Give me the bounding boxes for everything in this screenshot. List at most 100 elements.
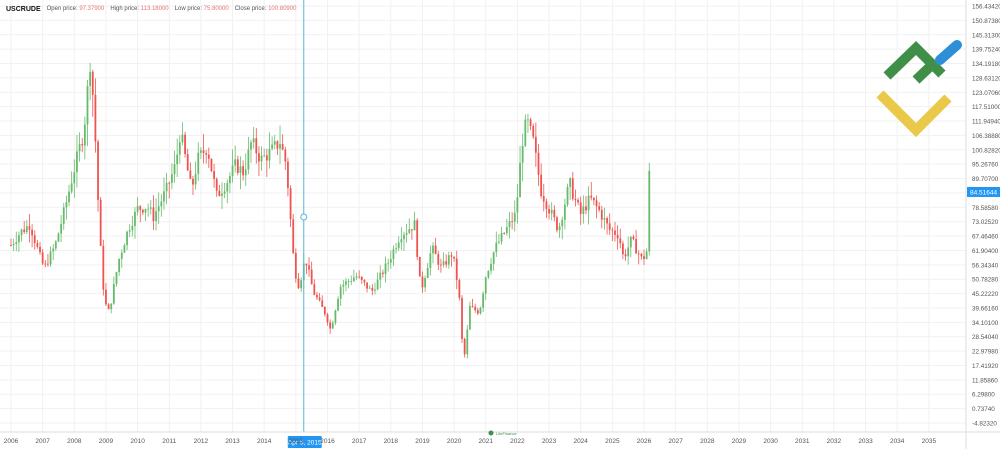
candle-body xyxy=(648,170,651,252)
close-value: 100.80900 xyxy=(268,6,297,12)
candle-body xyxy=(595,200,598,207)
crosshair-date-label: Apr 5, 2015 xyxy=(288,440,322,447)
candle-body xyxy=(163,191,165,202)
candle-body xyxy=(47,263,49,265)
candle-body xyxy=(505,227,508,234)
candle-body xyxy=(513,212,516,222)
candle-body xyxy=(297,278,300,289)
current-price-label: 84.51644 xyxy=(970,189,997,196)
candle-body xyxy=(371,287,374,291)
candle-body xyxy=(603,218,606,220)
candle-body xyxy=(215,178,218,191)
symbol-label[interactable]: USCRUDE xyxy=(6,5,41,13)
x-tick-label: 2011 xyxy=(162,438,176,445)
candle-body xyxy=(381,272,384,274)
candle-body xyxy=(334,310,337,323)
candle-body xyxy=(590,195,593,198)
candle-body xyxy=(392,249,395,260)
candle-body xyxy=(455,258,458,281)
candle-body xyxy=(387,262,390,264)
candle-body xyxy=(405,232,408,235)
candle-body xyxy=(292,219,295,254)
candle-body xyxy=(347,281,350,282)
candle-body xyxy=(474,306,477,311)
candle-body xyxy=(123,245,126,253)
candle-body xyxy=(147,208,150,210)
candle-body xyxy=(337,298,339,311)
candle-body xyxy=(176,154,179,165)
x-tick-label: 2025 xyxy=(605,438,620,445)
candle-body xyxy=(250,142,252,150)
candle-body xyxy=(128,230,131,232)
candle-body xyxy=(432,245,434,254)
candle-body xyxy=(218,190,221,196)
candle-body xyxy=(374,289,376,291)
y-tick-label: 11.85860 xyxy=(972,377,998,384)
candle-body xyxy=(86,85,89,125)
candle-body xyxy=(442,261,445,265)
candle-body xyxy=(487,270,490,278)
candle-body xyxy=(68,191,70,203)
candle-body xyxy=(44,263,47,265)
candle-body xyxy=(447,255,450,265)
candle-body xyxy=(152,207,155,222)
candle-body xyxy=(112,283,115,304)
candle-body xyxy=(271,144,274,149)
candle-body xyxy=(563,204,566,220)
candle-body xyxy=(558,226,561,231)
candle-body xyxy=(577,200,579,203)
candle-body xyxy=(94,94,97,142)
y-tick-label: 78.58580 xyxy=(972,205,999,212)
crosshair-marker xyxy=(300,213,308,221)
candle-body xyxy=(516,197,519,213)
y-tick-label: 17.41920 xyxy=(972,363,999,370)
candle-body xyxy=(115,272,118,284)
candle-body xyxy=(624,254,627,257)
crosshair-date-badge xyxy=(287,436,322,448)
candle-body xyxy=(91,71,94,95)
candle-body xyxy=(134,211,136,226)
candle-body xyxy=(614,230,616,235)
candle-body xyxy=(70,183,73,192)
candle-body xyxy=(155,211,157,222)
candle-body xyxy=(255,138,258,154)
candle-body xyxy=(168,182,171,184)
candle-body xyxy=(355,276,358,278)
candle-body xyxy=(239,166,242,173)
candle-body xyxy=(165,182,168,192)
candle-body xyxy=(421,276,424,288)
x-tick-label: 2034 xyxy=(890,438,905,445)
candle-body xyxy=(252,138,255,143)
candle-body xyxy=(450,255,453,257)
x-tick-label: 2018 xyxy=(384,438,399,445)
candle-body xyxy=(521,145,524,163)
y-tick-label: 67.46460 xyxy=(972,234,999,241)
candle-body xyxy=(39,246,41,253)
candle-body xyxy=(62,207,65,224)
candle-body xyxy=(15,242,18,245)
y-tick-label: 56.34340 xyxy=(972,262,999,269)
candle-body xyxy=(139,206,142,210)
candle-body xyxy=(186,154,189,171)
candle-body xyxy=(619,238,622,244)
x-tick-label: 2030 xyxy=(763,438,778,445)
y-tick-label: 100.82820 xyxy=(972,147,1000,154)
candle-body xyxy=(379,272,382,280)
current-price-badge xyxy=(967,186,1000,197)
candle-body xyxy=(479,307,482,314)
candle-body xyxy=(537,152,540,175)
x-tick-label: 2024 xyxy=(573,438,588,445)
open-label: Open price: xyxy=(46,6,78,12)
ohlc-header: USCRUDE Open price: 97.37900 High price:… xyxy=(6,3,296,15)
candle-body xyxy=(527,119,529,121)
candle-body xyxy=(52,248,55,252)
y-tick-label: 95.26760 xyxy=(972,162,999,169)
candle-body xyxy=(440,264,442,266)
x-tick-label: 2028 xyxy=(700,438,715,445)
x-tick-label: 2013 xyxy=(225,438,240,445)
candle-body xyxy=(545,201,548,209)
y-tick-label: -4.82320 xyxy=(972,421,997,428)
candle-body xyxy=(416,220,419,257)
